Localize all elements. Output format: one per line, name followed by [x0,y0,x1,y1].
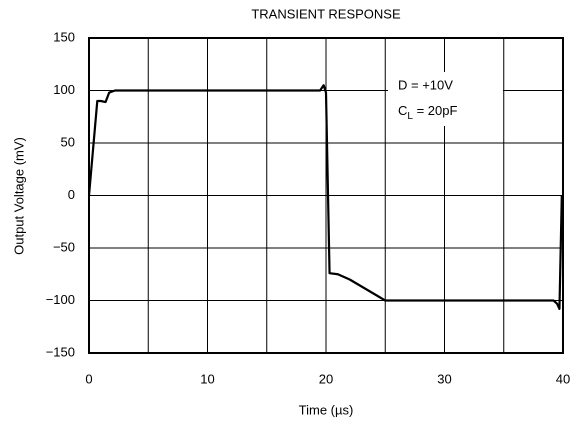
annotation-subscript: L [407,111,413,122]
line-series [87,84,563,310]
y-axis-label: Output Voltage (mV) [11,137,26,255]
x-tick-label: 0 [85,371,92,386]
annotation: D = +10V [398,77,453,92]
x-tick-label: 20 [319,371,333,386]
y-tick-label: 100 [53,82,75,97]
y-tick-label: 50 [61,134,75,149]
annotation-text: = 20pF [413,103,458,118]
y-tick-label: 150 [53,29,75,44]
y-tick-label: 0 [68,187,75,202]
y-tick-label: −50 [53,239,75,254]
annotation-text: C [398,103,407,118]
x-axis-label: Time (µs) [299,402,354,417]
x-tick-label: 10 [200,371,214,386]
annotation-box [388,72,503,126]
x-tick-label: 40 [556,371,570,386]
x-tick-label: 30 [437,371,451,386]
y-tick-label: −100 [46,292,75,307]
chart-title: TRANSIENT RESPONSE [251,6,401,21]
annotation: CL = 20pF [398,103,457,121]
y-tick-label: −150 [46,344,75,359]
